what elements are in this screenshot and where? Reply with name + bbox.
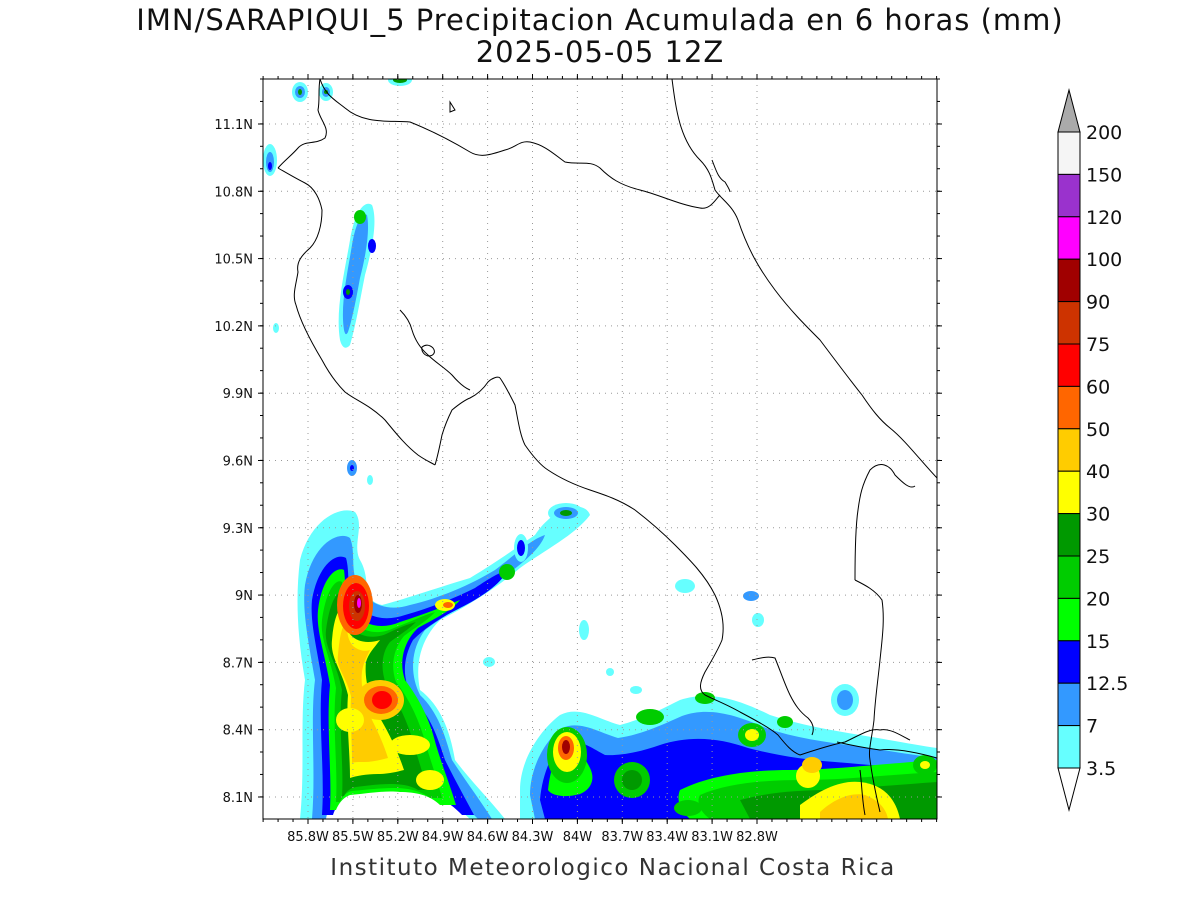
precip-cells-north <box>263 79 412 485</box>
lat-tick-label: 8.4N <box>223 724 253 739</box>
colorbar-swatch <box>1057 470 1081 515</box>
colorbar-swatch <box>1057 216 1081 260</box>
lon-tick-label: 84.3W <box>512 830 554 845</box>
colorbar-swatch <box>1057 682 1081 727</box>
map-frame <box>262 78 938 820</box>
colorbar-level-label: 40 <box>1086 461 1110 483</box>
colorbar-swatch <box>1057 428 1081 472</box>
lon-tick-label: 83.7W <box>601 830 643 845</box>
graticule-grid <box>263 79 937 819</box>
colorbar-level-label: 100 <box>1086 249 1122 271</box>
precip-band-nw-offshore <box>297 506 590 819</box>
colorbar-level-label: 75 <box>1086 334 1110 356</box>
colorbar-level-label: 7 <box>1086 716 1098 738</box>
lon-tick-label: 84W <box>563 830 593 845</box>
lat-tick-label: 11.1N <box>214 118 253 133</box>
map-valid-time: 2025-05-05 12Z <box>475 35 725 69</box>
lon-tick-label: 83.4W <box>646 830 688 845</box>
colorbar-swatch <box>1057 301 1081 345</box>
lon-tick-label: 85.8W <box>287 830 329 845</box>
precip-cells-south <box>483 503 937 819</box>
lat-tick-label: 9.6N <box>223 455 253 470</box>
colorbar-level-label: 20 <box>1086 588 1110 610</box>
colorbar-swatch <box>1057 513 1081 557</box>
colorbar-level-label: 25 <box>1086 546 1110 568</box>
credit-text: Instituto Meteorologico Nacional Costa R… <box>330 855 896 881</box>
colorbar-over-arrow <box>1057 88 1081 133</box>
coastline <box>277 79 937 816</box>
colorbar-level-label: 15 <box>1086 631 1110 653</box>
colorbar-swatch <box>1057 343 1081 387</box>
colorbar-swatch <box>1057 640 1081 684</box>
colorbar-level-label: 150 <box>1086 164 1122 186</box>
colorbar-swatch <box>1057 385 1081 430</box>
lat-tick-label: 8.1N <box>223 791 253 806</box>
colorbar: 200 150 120 100 90 75 60 50 40 30 25 20 15 12.5 7 3.5 <box>1057 88 1128 812</box>
colorbar-swatch <box>1057 173 1081 218</box>
colorbar-level-label: 60 <box>1086 376 1110 398</box>
lat-tick-label: 9N <box>235 589 253 604</box>
colorbar-swatch <box>1057 258 1081 303</box>
colorbar-swatch <box>1057 725 1081 769</box>
colorbar-swatch <box>1057 131 1081 175</box>
colorbar-level-label: 30 <box>1086 504 1110 526</box>
map-title: IMN/SARAPIQUI_5 Precipitacion Acumulada … <box>136 3 1064 37</box>
colorbar-level-label: 3.5 <box>1086 758 1116 780</box>
colorbar-level-label: 120 <box>1086 207 1122 229</box>
lon-tick-label: 85.5W <box>332 830 374 845</box>
lat-tick-label: 10.2N <box>214 320 253 335</box>
map-area <box>263 79 937 819</box>
lon-tick-label: 84.6W <box>467 830 509 845</box>
colorbar-level-label: 50 <box>1086 419 1110 441</box>
colorbar-level-label: 200 <box>1086 122 1122 144</box>
latitude-axis: 11.1N 10.8N 10.5N 10.2N 9.9N 9.6N 9.3N 9N 8.7N 8.… <box>214 78 942 806</box>
lon-tick-label: 82.8W <box>736 830 778 845</box>
lat-tick-label: 9.3N <box>223 522 253 537</box>
precipitation-field <box>263 79 937 819</box>
lat-tick-label: 8.7N <box>223 656 253 671</box>
colorbar-swatch <box>1057 597 1081 642</box>
longitude-axis: 85.8W 85.5W 85.2W 84.9W 84.6W 84.3W 84W 83.7W 83… <box>262 74 938 845</box>
lon-tick-label: 85.2W <box>377 830 419 845</box>
lat-tick-label: 10.5N <box>214 253 253 268</box>
lat-tick-label: 9.9N <box>223 387 253 402</box>
lat-tick-label: 10.8N <box>214 185 253 200</box>
colorbar-swatch <box>1057 555 1081 599</box>
colorbar-level-label: 90 <box>1086 292 1110 314</box>
lon-tick-label: 83.1W <box>691 830 733 845</box>
colorbar-level-label: 12.5 <box>1086 673 1128 695</box>
colorbar-under-arrow <box>1057 767 1081 812</box>
lon-tick-label: 84.9W <box>422 830 464 845</box>
